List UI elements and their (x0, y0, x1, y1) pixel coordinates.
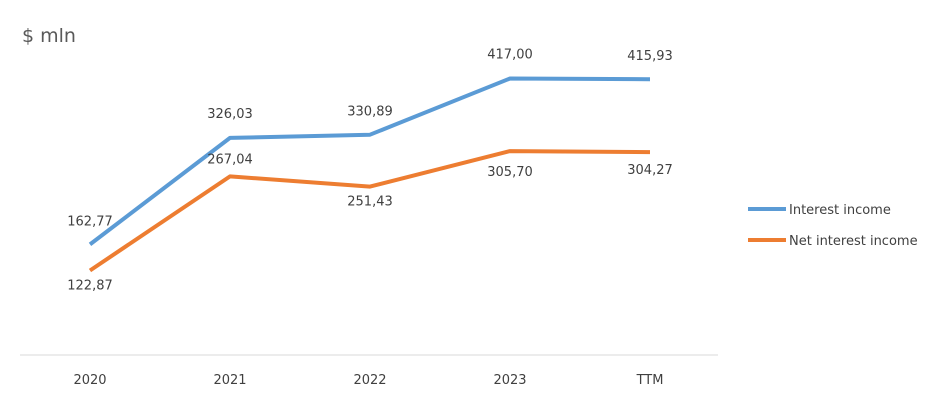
data-label-net-interest-income-3: 305,70 (487, 165, 533, 180)
data-label-interest-income-2: 330,89 (347, 105, 393, 120)
data-label-interest-income-3: 417,00 (487, 48, 533, 63)
data-label-layer: 162,77 326,03 330,89 417,00 415,93 122,87 267,… (67, 48, 673, 294)
unit-label: $ mln (22, 25, 76, 47)
data-label-interest-income-4: 415,93 (627, 49, 673, 64)
series-line-net-interest-income (88, 149, 651, 273)
data-label-net-interest-income-4: 304,27 (627, 163, 673, 178)
x-tick-label-2: 2022 (353, 373, 386, 388)
series-layer (88, 76, 651, 273)
data-label-net-interest-income-2: 251,43 (347, 195, 393, 210)
x-tick-label-4: TTM (636, 373, 664, 388)
x-tick-label-0: 2020 (73, 373, 106, 388)
x-tick-layer: 2020 2021 2022 2023 TTM (73, 373, 663, 388)
data-label-interest-income-1: 326,03 (207, 107, 253, 122)
legend: Interest income Net interest income (748, 203, 918, 249)
data-label-interest-income-0: 162,77 (67, 214, 113, 229)
legend-label-interest-income: Interest income (789, 203, 891, 218)
legend-label-net-interest-income: Net interest income (789, 234, 918, 249)
data-label-net-interest-income-1: 267,04 (207, 152, 253, 167)
data-label-net-interest-income-0: 122,87 (67, 279, 113, 294)
x-tick-label-1: 2021 (213, 373, 246, 388)
series-line-interest-income (88, 76, 651, 246)
x-tick-label-3: 2023 (493, 373, 526, 388)
